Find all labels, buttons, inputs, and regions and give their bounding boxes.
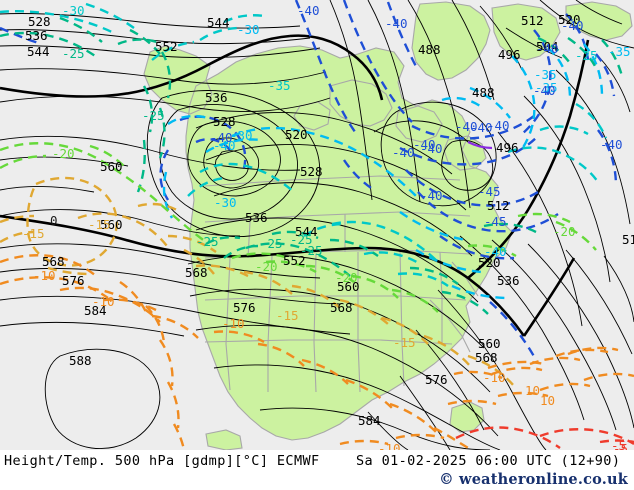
height-contours	[0, 0, 634, 450]
copyright-notice: © weatheronline.co.uk	[439, 471, 628, 488]
footer-bar: Height/Temp. 500 hPa [gdmp][°C] ECMWF Sa…	[0, 450, 634, 490]
height-contour-552-bold	[0, 34, 590, 337]
temp-contour-minus15	[0, 176, 515, 387]
temp-contour-purple-fragment	[467, 141, 493, 150]
map-title: Height/Temp. 500 hPa [gdmp][°C] ECMWF	[4, 453, 320, 469]
temp-contour-minus5	[455, 426, 634, 449]
map-svg	[0, 0, 634, 450]
temp-contour-minus40	[0, 0, 618, 361]
temp-contour-plus10	[487, 348, 609, 370]
map-canvas[interactable]: 528 536 544 552 544 536 528 520 528 536 544 552 560 5…	[0, 0, 634, 450]
temp-contour-minus25	[0, 16, 624, 315]
temp-contour-minus30	[0, 2, 608, 287]
valid-time: Sa 01-02-2025 06:00 UTC (12+90)	[356, 453, 621, 469]
temp-contour-minus20	[0, 142, 597, 313]
temp-contour-minus35	[162, 43, 604, 300]
